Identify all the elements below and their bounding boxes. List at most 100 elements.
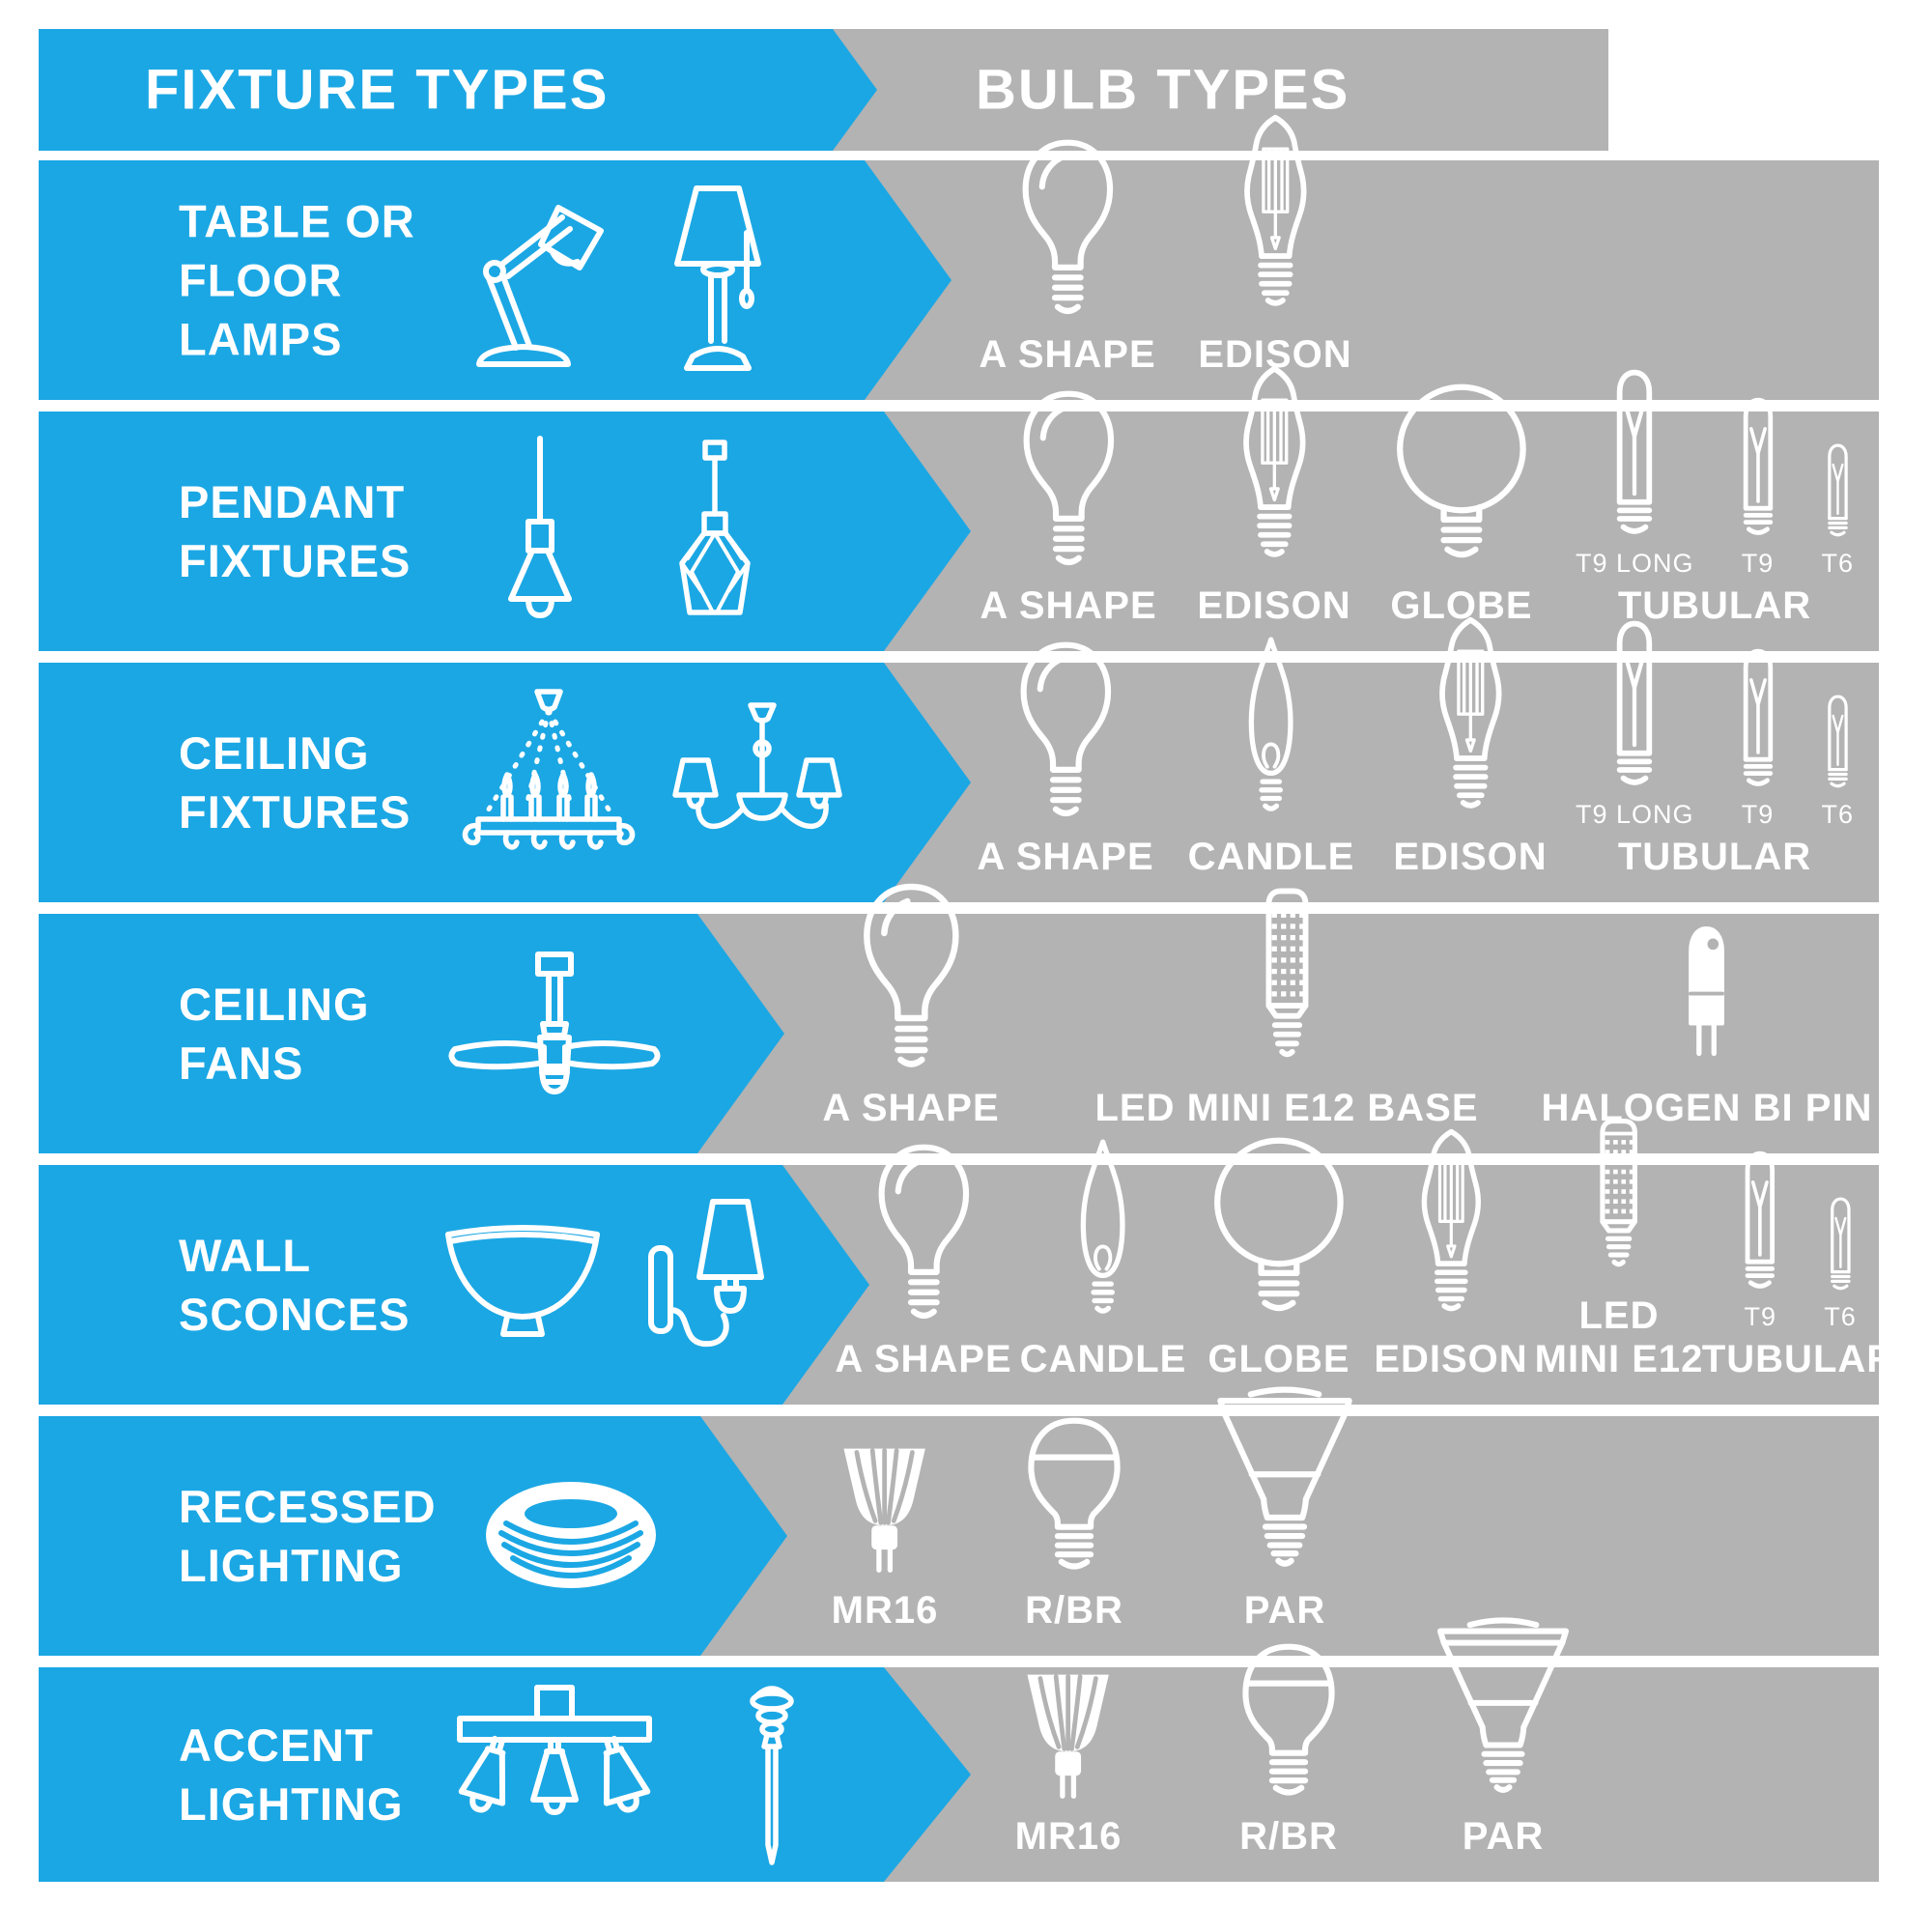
fixture-label-line: PENDANT [179, 475, 406, 527]
edison-bulb-icon [1411, 1126, 1491, 1324]
tubular-t6: T6 [1824, 1194, 1857, 1332]
row-ceiling-fans: CEILING FANS A SHAPE LED MINI E12 BASE H… [39, 914, 1879, 1153]
fixture-arrow [39, 914, 784, 1153]
bulb-r-br: R/BR [1019, 1415, 1129, 1633]
bulb-mr16: MR16 [832, 1441, 939, 1633]
mr16-bulb-icon [838, 1441, 931, 1576]
fixture-label-line: FLOOR [179, 254, 343, 306]
fixture-label-line: LIGHTING [179, 1540, 404, 1591]
bulb-led-mini-e12: LED MINI E12 [1535, 1115, 1704, 1381]
bulb-label: R/BR [1025, 1589, 1123, 1633]
candle-bulb-icon [1243, 635, 1299, 822]
bulb-halogen-bi-pin: HALOGEN BI PIN [1542, 919, 1873, 1130]
bulb-label: A SHAPE [979, 333, 1156, 377]
bulb-r-br: R/BR [1234, 1641, 1344, 1859]
track-light-icon [448, 1678, 661, 1871]
a-shape-bulb-icon [1012, 136, 1122, 320]
candle-bulb-icon [1075, 1137, 1131, 1324]
bulb-a-shape: A SHAPE [822, 880, 999, 1130]
fixture-label-line: FIXTURES [179, 786, 412, 838]
bulb-label: LED MINI E12 [1535, 1294, 1704, 1381]
bulb-group-tubular: T9 LONG T9 T6 TUBULAR [1576, 615, 1854, 879]
tubular-sizes: T9 T6 [1741, 1147, 1857, 1332]
tubular-t6-bulb-icon [1825, 440, 1851, 540]
header-row: FIXTURE TYPES BULB TYPES [39, 29, 1879, 151]
bulb-panel [884, 412, 1879, 651]
bulb-edison: EDISON [1198, 112, 1351, 377]
fixture-label-line: CEILING [179, 978, 370, 1030]
bulb-label: GLOBE [1390, 584, 1533, 628]
fixture-label: ACCENT LIGHTING [179, 1716, 404, 1833]
bowl-sconce-icon [440, 1219, 605, 1350]
edison-bulb-icon [1429, 614, 1512, 822]
bulb-label: TUBULAR [1617, 584, 1812, 628]
lamp-sconce-icon [643, 1188, 769, 1381]
led-mini-e12-bulb-icon [1256, 884, 1318, 1073]
path-light-icon [738, 1673, 806, 1876]
globe-bulb-icon [1394, 380, 1529, 571]
row-pendant-fixtures: PENDANT FIXTURES A SHAPE EDISON GLOBE T9… [39, 412, 1879, 651]
tubular-t6-bulb-icon [1827, 1194, 1853, 1293]
halogen-bi-pin-bulb-icon [1679, 919, 1735, 1073]
fixture-label-line: FANS [179, 1037, 304, 1089]
fixture-label: CEILING FIXTURES [179, 724, 411, 841]
tubular-t9-bulb-icon [1739, 644, 1777, 791]
bulb-panel [884, 663, 1879, 902]
faceted-pendant-icon [657, 435, 773, 628]
fixture-arrow [39, 1416, 787, 1656]
tubular-size-label: T6 [1824, 1302, 1857, 1332]
fixture-label-line: TABLE OR [179, 195, 415, 247]
bulb-panel [865, 160, 1879, 400]
bulb-a-shape: A SHAPE [979, 136, 1155, 377]
row-recessed-lighting: RECESSED LIGHTING MR16 R/BR PAR [39, 1416, 1879, 1656]
fixture-label-line: LIGHTING [179, 1778, 404, 1830]
bulb-par: PAR [1207, 1382, 1363, 1633]
row-accent-lighting: ACCENT LIGHTING MR16 R/BR PAR [39, 1667, 1879, 1882]
bulb-label: TUBULAR [1701, 1338, 1896, 1381]
row-table-or-floor-lamps: TABLE OR FLOOR LAMPS A SHAPE EDISON [39, 160, 1879, 400]
r-br-bulb-icon [1019, 1415, 1129, 1576]
r-br-bulb-icon [1234, 1641, 1344, 1802]
tubular-size-label: T9 [1744, 1302, 1776, 1332]
tubular-size-label: T9 [1741, 549, 1775, 579]
fixture-arrow [39, 1165, 869, 1405]
bulb-candle: CANDLE [1020, 1137, 1187, 1381]
par-bulb-icon [1427, 1613, 1579, 1802]
tubular-t9-bulb-icon [1739, 393, 1777, 540]
fixture-label: WALL SCONCES [179, 1226, 410, 1344]
bulb-label: A SHAPE [977, 836, 1154, 879]
edison-bulb-icon [1233, 363, 1316, 571]
tubular-t9-long-bulb-icon [1611, 615, 1658, 791]
a-shape-bulb-icon [1013, 387, 1123, 571]
fixture-types-header-arrow [39, 29, 877, 151]
bulb-a-shape: A SHAPE [835, 1141, 1011, 1381]
tubular-sizes: T9 LONG T9 T6 [1576, 615, 1854, 830]
fixture-label: PENDANT FIXTURES [179, 472, 411, 590]
bulb-label: TUBULAR [1617, 836, 1812, 879]
a-shape-bulb-icon [868, 1141, 979, 1324]
fixture-label-line: FIXTURES [179, 535, 412, 586]
bulb-globe: GLOBE [1390, 380, 1532, 628]
bulb-group-tubular: T9 LONG T9 T6 TUBULAR [1576, 364, 1854, 628]
bulb-types-title: BULB TYPES [976, 58, 1350, 122]
bulb-group-tubular: T9 T6 TUBULAR [1702, 1147, 1895, 1381]
tubular-t6: T6 [1822, 692, 1855, 830]
row-ceiling-fixtures: CEILING FIXTURES A SHAPE CANDLE EDISON T… [39, 663, 1879, 902]
bulb-label: R/BR [1239, 1815, 1338, 1859]
bulb-label: A SHAPE [835, 1338, 1012, 1381]
bulb-edison: EDISON [1374, 1126, 1527, 1381]
bulb-par: PAR [1427, 1613, 1579, 1859]
globe-bulb-icon [1211, 1133, 1347, 1324]
fixture-label-line: WALL [179, 1229, 312, 1281]
bulb-types-header-panel [833, 29, 1608, 151]
tubular-t6: T6 [1822, 440, 1855, 579]
fixture-label-line: ACCENT [179, 1719, 374, 1771]
par-bulb-icon [1207, 1382, 1363, 1576]
table-lamp-icon [650, 179, 785, 382]
tubular-size-label: T6 [1821, 800, 1855, 830]
bulb-label: A SHAPE [822, 1087, 1000, 1130]
bulb-label: CANDLE [1019, 1338, 1187, 1381]
candle-chandelier-icon [447, 686, 650, 879]
recessed-can-icon [479, 1475, 663, 1596]
a-shape-bulb-icon [853, 880, 969, 1073]
